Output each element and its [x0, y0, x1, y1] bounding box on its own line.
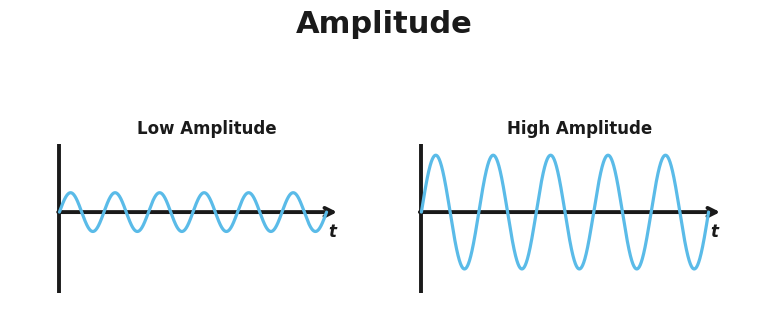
- Text: t: t: [328, 223, 336, 241]
- Text: Amplitude: Amplitude: [296, 10, 472, 39]
- Text: High Amplitude: High Amplitude: [507, 120, 652, 138]
- Text: Low Amplitude: Low Amplitude: [137, 120, 276, 138]
- Text: t: t: [710, 223, 718, 241]
